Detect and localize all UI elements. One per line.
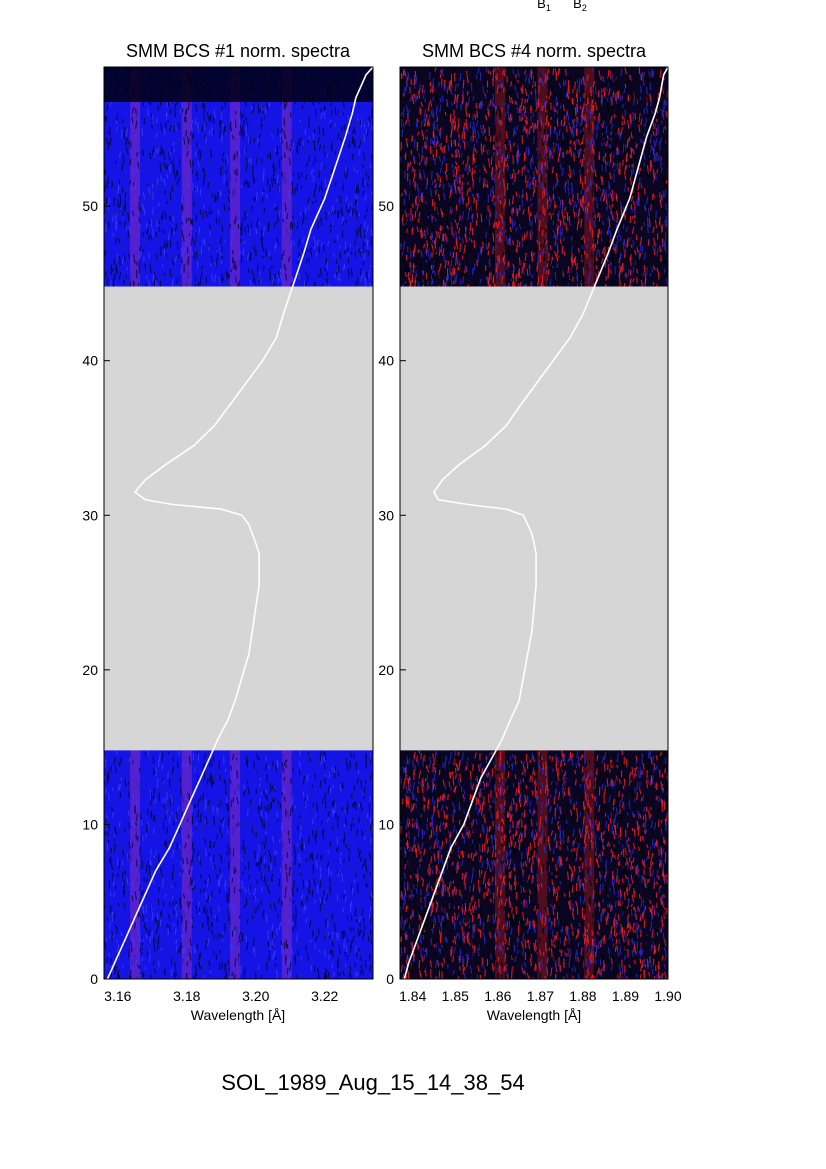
emission-line-stripe — [537, 67, 548, 287]
emission-line-stripe — [281, 750, 292, 979]
y-tick-label: 10 — [378, 816, 394, 832]
emission-line-stripe — [584, 67, 595, 287]
y-tick-label: 0 — [386, 971, 394, 987]
plot-frame — [103, 66, 374, 980]
panel-bcs4-plot-area — [399, 66, 669, 980]
panel-bcs1-plot-area — [103, 66, 374, 980]
y-tick-label: 0 — [90, 971, 98, 987]
emission-line-stripe — [584, 750, 595, 979]
header-label-b1: B1 — [537, 0, 551, 13]
x-tick-label: 1.85 — [442, 988, 469, 1004]
emission-line-stripe — [130, 750, 141, 979]
emission-line-stripe — [230, 67, 241, 287]
y-tick-label: 10 — [82, 816, 98, 832]
y-tick-label: 50 — [378, 198, 394, 214]
event-id-label: SOL_1989_Aug_15_14_38_54 — [221, 1070, 524, 1095]
emission-line-stripe — [281, 67, 292, 287]
panel-bcs4: SMM BCS #4 norm. spectra 1.84 1.85 1.86 1.8… — [378, 41, 681, 1023]
emission-line-stripe — [494, 750, 505, 979]
y-tick-label: 20 — [82, 662, 98, 678]
y-tick-label: 20 — [378, 662, 394, 678]
panel-bcs4-ticks: 1.84 1.85 1.86 1.87 1.88 1.89 1.90 0 10 20 30 40 50 — [378, 198, 681, 1004]
x-tick-label: 3.22 — [311, 988, 338, 1004]
emission-line-stripe — [537, 750, 548, 979]
saturation-strip — [104, 67, 373, 102]
x-tick-label: 3.20 — [242, 988, 269, 1004]
x-tick-label: 1.90 — [654, 988, 681, 1004]
spectrum-noise-texture — [400, 750, 668, 979]
x-tick-label: 1.84 — [399, 988, 426, 1004]
emission-line-stripe — [130, 67, 141, 287]
panel-bcs1-title: SMM BCS #1 norm. spectra — [126, 41, 351, 61]
header-label-b2: B2 — [573, 0, 587, 13]
panel-bcs1-xlabel: Wavelength [Å] — [191, 1007, 285, 1023]
spectrum-noise-texture — [104, 750, 373, 979]
y-tick-label: 50 — [82, 198, 98, 214]
data-gap-region — [104, 286, 373, 751]
spectrum-noise-texture — [400, 67, 668, 295]
plot-frame — [399, 66, 669, 980]
y-tick-label: 30 — [82, 507, 98, 523]
data-gap-region — [400, 286, 668, 751]
emission-line-stripe — [494, 67, 505, 287]
panel-bcs4-title: SMM BCS #4 norm. spectra — [422, 41, 647, 61]
x-tick-label: 1.87 — [527, 988, 554, 1004]
panel-bcs1-ticks: 3.16 3.18 3.20 3.22 0 10 20 30 40 50 — [82, 198, 338, 1004]
emission-line-stripe — [181, 750, 192, 979]
x-tick-label: 1.86 — [484, 988, 511, 1004]
y-tick-label: 40 — [82, 353, 98, 369]
x-tick-label: 3.18 — [173, 988, 200, 1004]
y-tick-label: 40 — [378, 353, 394, 369]
panel-bcs1: SMM BCS #1 norm. spectra 3.16 3.18 3.20 3.2… — [82, 41, 374, 1023]
panel-bcs4-xlabel: Wavelength [Å] — [487, 1007, 581, 1023]
integrated-lightcurve-line — [403, 67, 668, 979]
integrated-lightcurve-line — [106, 67, 373, 979]
y-tick-label: 30 — [378, 507, 394, 523]
x-tick-label: 1.89 — [612, 988, 639, 1004]
x-tick-label: 1.88 — [569, 988, 596, 1004]
x-tick-label: 3.16 — [104, 988, 131, 1004]
emission-line-stripe — [230, 750, 241, 979]
